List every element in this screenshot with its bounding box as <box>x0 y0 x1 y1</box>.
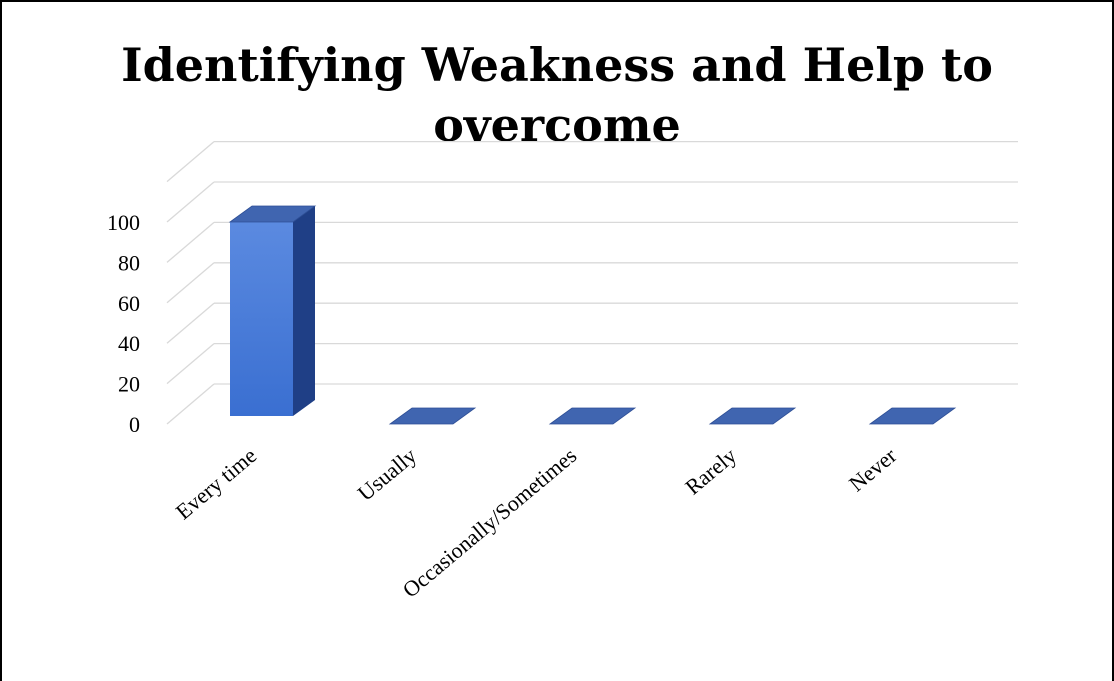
bar-4 <box>708 407 797 425</box>
gridline-side <box>166 141 215 183</box>
bars <box>228 205 957 425</box>
bar-top <box>868 407 957 425</box>
y-tick-label: 0 <box>129 412 140 437</box>
gridlines <box>166 140 1018 425</box>
y-tick-label: 40 <box>118 331 140 356</box>
bar-side <box>293 206 315 416</box>
x-category-label: Usually <box>353 443 422 506</box>
gridline-side <box>166 383 215 425</box>
chart-title-line-1: Identifying Weakness and Help to <box>121 38 993 92</box>
y-tick-label: 20 <box>118 372 140 397</box>
bar-top <box>388 407 477 425</box>
y-tick-label: 60 <box>118 291 140 316</box>
bar-top <box>228 205 317 223</box>
bar-5 <box>868 407 957 425</box>
gridline-side <box>166 302 215 344</box>
y-axis-ticks: 0 20 40 60 80 100 <box>107 210 140 437</box>
x-category-label: Occasionally/Sometimes <box>398 443 582 603</box>
y-tick-label: 100 <box>107 210 140 235</box>
bar-3 <box>548 407 637 425</box>
x-category-label: Rarely <box>680 443 741 500</box>
bar-top <box>708 407 797 425</box>
gridline-side <box>166 221 215 263</box>
bar-top <box>548 407 637 425</box>
x-category-label: Never <box>844 442 902 496</box>
bar-2 <box>388 407 477 425</box>
gridline-side <box>166 181 215 223</box>
y-tick-label: 80 <box>118 250 140 275</box>
bar-front <box>230 222 293 416</box>
chart-title-line-2: overcome <box>433 98 681 152</box>
bar-1 <box>228 205 317 416</box>
gridline-side <box>166 262 215 304</box>
x-category-label: Every time <box>171 443 261 525</box>
chart-title: Identifying Weakness and Help to overcom… <box>0 35 1114 155</box>
gridline-side <box>166 343 215 385</box>
